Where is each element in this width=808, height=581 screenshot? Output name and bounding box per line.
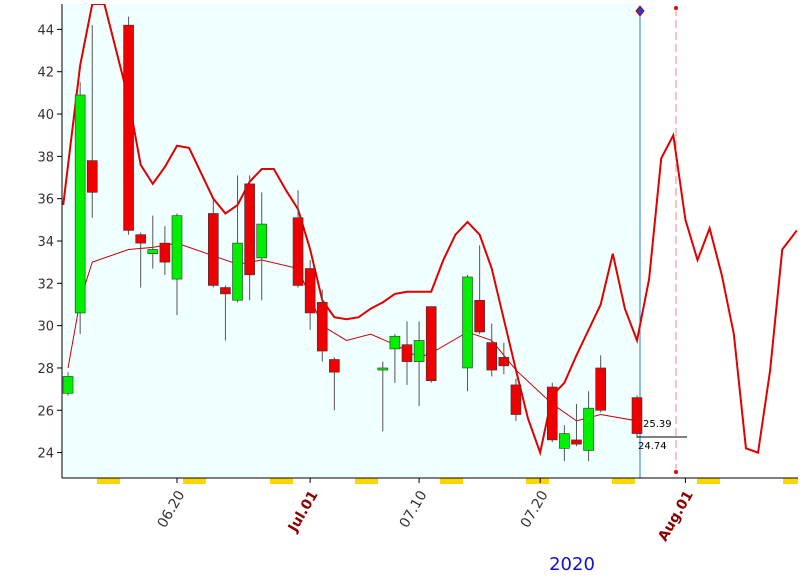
candle-body bbox=[292, 217, 304, 286]
candle-body bbox=[208, 213, 219, 286]
history-area bbox=[62, 4, 640, 478]
candle-body bbox=[413, 340, 425, 362]
y-tick-label: 32 bbox=[37, 277, 54, 292]
y-tick-label: 28 bbox=[37, 362, 54, 377]
cursor-marker bbox=[635, 5, 645, 17]
candle-body bbox=[571, 439, 582, 445]
line-series bbox=[62, 4, 798, 457]
y-tick-label: 42 bbox=[37, 66, 54, 81]
candle-body bbox=[147, 249, 159, 254]
x-axis-title: 2020 bbox=[549, 554, 595, 575]
annotation: 24.74 bbox=[638, 441, 667, 452]
candle-body bbox=[498, 357, 510, 367]
candle-body bbox=[631, 397, 643, 434]
line-series bbox=[67, 242, 638, 422]
x-tick-label: Jul.01 bbox=[285, 488, 322, 536]
candle-body bbox=[329, 359, 340, 373]
candle-body bbox=[546, 386, 558, 441]
candle-body bbox=[462, 276, 473, 369]
y-tick-label: 38 bbox=[37, 150, 54, 165]
candle-body bbox=[220, 287, 231, 295]
candle-body bbox=[159, 242, 171, 263]
candle-body bbox=[171, 215, 183, 280]
x-tick-label: Aug.01 bbox=[655, 488, 697, 544]
candle-body bbox=[74, 94, 86, 314]
candle-body bbox=[304, 268, 316, 314]
candle-body bbox=[123, 24, 134, 231]
weekend-markers bbox=[97, 478, 798, 484]
y-tick-label: 30 bbox=[37, 320, 54, 335]
candle-body bbox=[389, 335, 401, 350]
y-tick-label: 26 bbox=[37, 404, 54, 419]
candle-body bbox=[583, 407, 594, 451]
y-tick-label: 36 bbox=[37, 193, 54, 208]
candle-body bbox=[377, 367, 389, 371]
forecast-dot bbox=[674, 470, 678, 474]
candle-body bbox=[135, 234, 146, 244]
plot bbox=[62, 4, 798, 462]
candle-body bbox=[486, 342, 498, 371]
candle-body bbox=[62, 376, 74, 394]
candle-body bbox=[510, 384, 522, 415]
candle-body bbox=[244, 183, 255, 276]
candle-body bbox=[425, 306, 437, 381]
candle-body bbox=[232, 242, 243, 301]
candle-body bbox=[474, 299, 485, 333]
candle-body bbox=[595, 367, 606, 411]
x-tick-label: 07.20 bbox=[518, 488, 552, 531]
candle-body bbox=[401, 344, 413, 362]
x-tick-label: 06.20 bbox=[155, 488, 189, 531]
y-tick-label: 24 bbox=[37, 447, 54, 462]
candle-body bbox=[256, 223, 268, 259]
y-tick-label: 44 bbox=[37, 23, 54, 38]
x-tick-label: 07.10 bbox=[397, 488, 431, 531]
candle-body bbox=[559, 433, 570, 449]
candle-body bbox=[86, 160, 98, 193]
candle-body bbox=[316, 302, 328, 352]
forecast-dot bbox=[674, 6, 678, 10]
y-tick-label: 34 bbox=[37, 235, 54, 250]
y-tick-label: 40 bbox=[37, 108, 54, 123]
annotation: 25.39 bbox=[643, 419, 672, 430]
